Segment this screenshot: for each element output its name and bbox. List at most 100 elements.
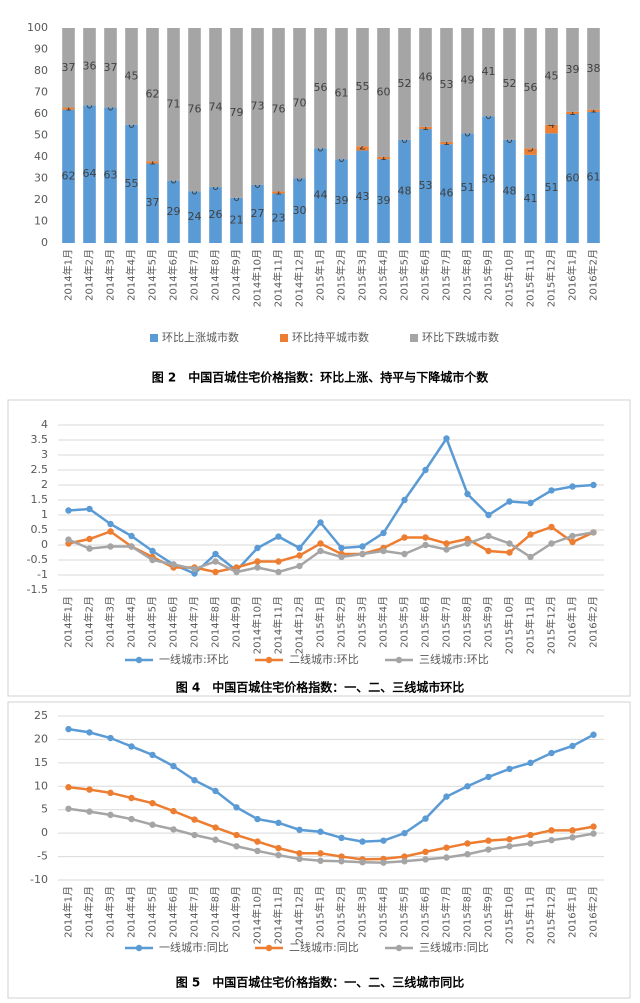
legend-swatch xyxy=(395,944,403,952)
y-tick-label: -1.5 xyxy=(27,583,48,596)
point xyxy=(464,783,471,790)
x-tick-label: 2014年8月 xyxy=(209,596,222,648)
x-tick-label: 2016年2月 xyxy=(587,886,600,938)
point xyxy=(128,543,135,550)
bar-segment xyxy=(167,180,180,243)
x-tick-label: 2014年6月 xyxy=(167,886,180,938)
point xyxy=(107,811,114,819)
x-tick-label: 2014年5月 xyxy=(146,596,159,648)
point xyxy=(86,786,93,793)
y-tick-label: 20 xyxy=(34,193,48,206)
point xyxy=(296,552,303,559)
point xyxy=(485,773,492,781)
bar-segment xyxy=(83,28,96,106)
x-tick-label: 2015年2月 xyxy=(335,596,348,648)
series-line xyxy=(68,807,594,864)
point xyxy=(359,543,366,550)
frame xyxy=(7,701,631,999)
point xyxy=(569,834,576,841)
point xyxy=(590,830,597,837)
legend-label: 二线城市:同比 xyxy=(289,940,359,954)
x-tick-label: 2014年3月 xyxy=(104,596,117,648)
point xyxy=(527,531,534,538)
y-tick-label: 40 xyxy=(34,150,48,163)
data-label: 43 xyxy=(356,190,370,203)
bar-segment xyxy=(419,126,432,130)
bar-segment xyxy=(104,28,117,108)
point xyxy=(149,547,156,555)
data-label: 71 xyxy=(167,97,181,110)
y-tick-label: 90 xyxy=(34,43,48,56)
bar-segment xyxy=(587,111,600,243)
y-tick-label: 30 xyxy=(34,172,48,185)
point xyxy=(338,834,345,842)
x-tick-label: 2014年5月 xyxy=(146,249,159,301)
data-label: 37 xyxy=(146,196,160,209)
data-label: 38 xyxy=(587,62,601,75)
bar-segment xyxy=(482,28,495,117)
bar-segment xyxy=(335,159,348,243)
x-tick-label: 2015年3月 xyxy=(356,886,369,938)
data-label: 39 xyxy=(377,194,391,207)
y-tick-label: 25 xyxy=(34,709,48,722)
x-tick-label: 2015年3月 xyxy=(356,596,369,648)
point xyxy=(548,836,555,844)
point xyxy=(443,854,450,861)
point xyxy=(422,534,429,541)
bar-segment xyxy=(293,28,306,179)
y-tick-label: 20 xyxy=(34,732,48,745)
point xyxy=(65,805,72,812)
x-tick-label: 2015年12月 xyxy=(545,249,558,307)
point xyxy=(296,855,303,863)
bar-segment xyxy=(419,129,432,243)
data-label: 41 xyxy=(524,192,538,205)
point xyxy=(107,789,114,797)
bar-segment xyxy=(356,28,369,147)
x-tick-label: 2015年8月 xyxy=(461,886,474,938)
series-line xyxy=(68,531,594,574)
x-tick-label: 2015年8月 xyxy=(461,249,474,301)
bar-segment xyxy=(566,111,579,114)
y-tick-label: 0.5 xyxy=(31,523,49,536)
x-tick-label: 2015年10月 xyxy=(503,249,516,307)
point xyxy=(527,840,534,847)
caption: 图 2 中国百城住宅价格指数：环比上涨、持平与下降城市个数 xyxy=(152,370,490,385)
data-label: 45 xyxy=(545,69,559,82)
point xyxy=(149,799,156,807)
data-label: 36 xyxy=(83,60,97,73)
bar-segment xyxy=(146,163,159,243)
y-tick-label: 3 xyxy=(41,448,48,461)
x-tick-label: 2014年12月 xyxy=(293,886,306,944)
data-label: 48 xyxy=(503,184,517,197)
x-tick-label: 2015年6月 xyxy=(419,596,432,648)
point xyxy=(128,815,135,823)
point xyxy=(107,543,114,550)
point xyxy=(548,523,555,531)
legend-label: 三线城市:环比 xyxy=(419,652,489,666)
x-tick-label: 2014年1月 xyxy=(62,596,75,648)
x-tick-label: 2015年1月 xyxy=(314,596,327,648)
legend-label: 三线城市:同比 xyxy=(419,940,489,954)
point xyxy=(317,519,324,526)
bar-segment xyxy=(146,28,159,162)
data-label: 55 xyxy=(356,80,370,93)
point xyxy=(65,536,72,543)
x-tick-label: 2014年3月 xyxy=(104,886,117,938)
bar-segment xyxy=(545,124,558,134)
point xyxy=(485,511,492,519)
data-label: 48 xyxy=(398,184,412,197)
data-label: 37 xyxy=(62,61,76,74)
point xyxy=(548,540,555,547)
point xyxy=(317,857,324,864)
point xyxy=(464,490,471,498)
point xyxy=(191,776,198,784)
point xyxy=(527,553,534,561)
x-tick-label: 2014年1月 xyxy=(62,886,75,938)
data-label: 41 xyxy=(482,65,496,78)
data-label: 56 xyxy=(314,81,328,94)
point xyxy=(527,759,534,767)
y-tick-label: -5 xyxy=(37,850,48,863)
bar-segment xyxy=(125,28,138,125)
point xyxy=(317,547,324,555)
data-label: 55 xyxy=(125,177,139,190)
